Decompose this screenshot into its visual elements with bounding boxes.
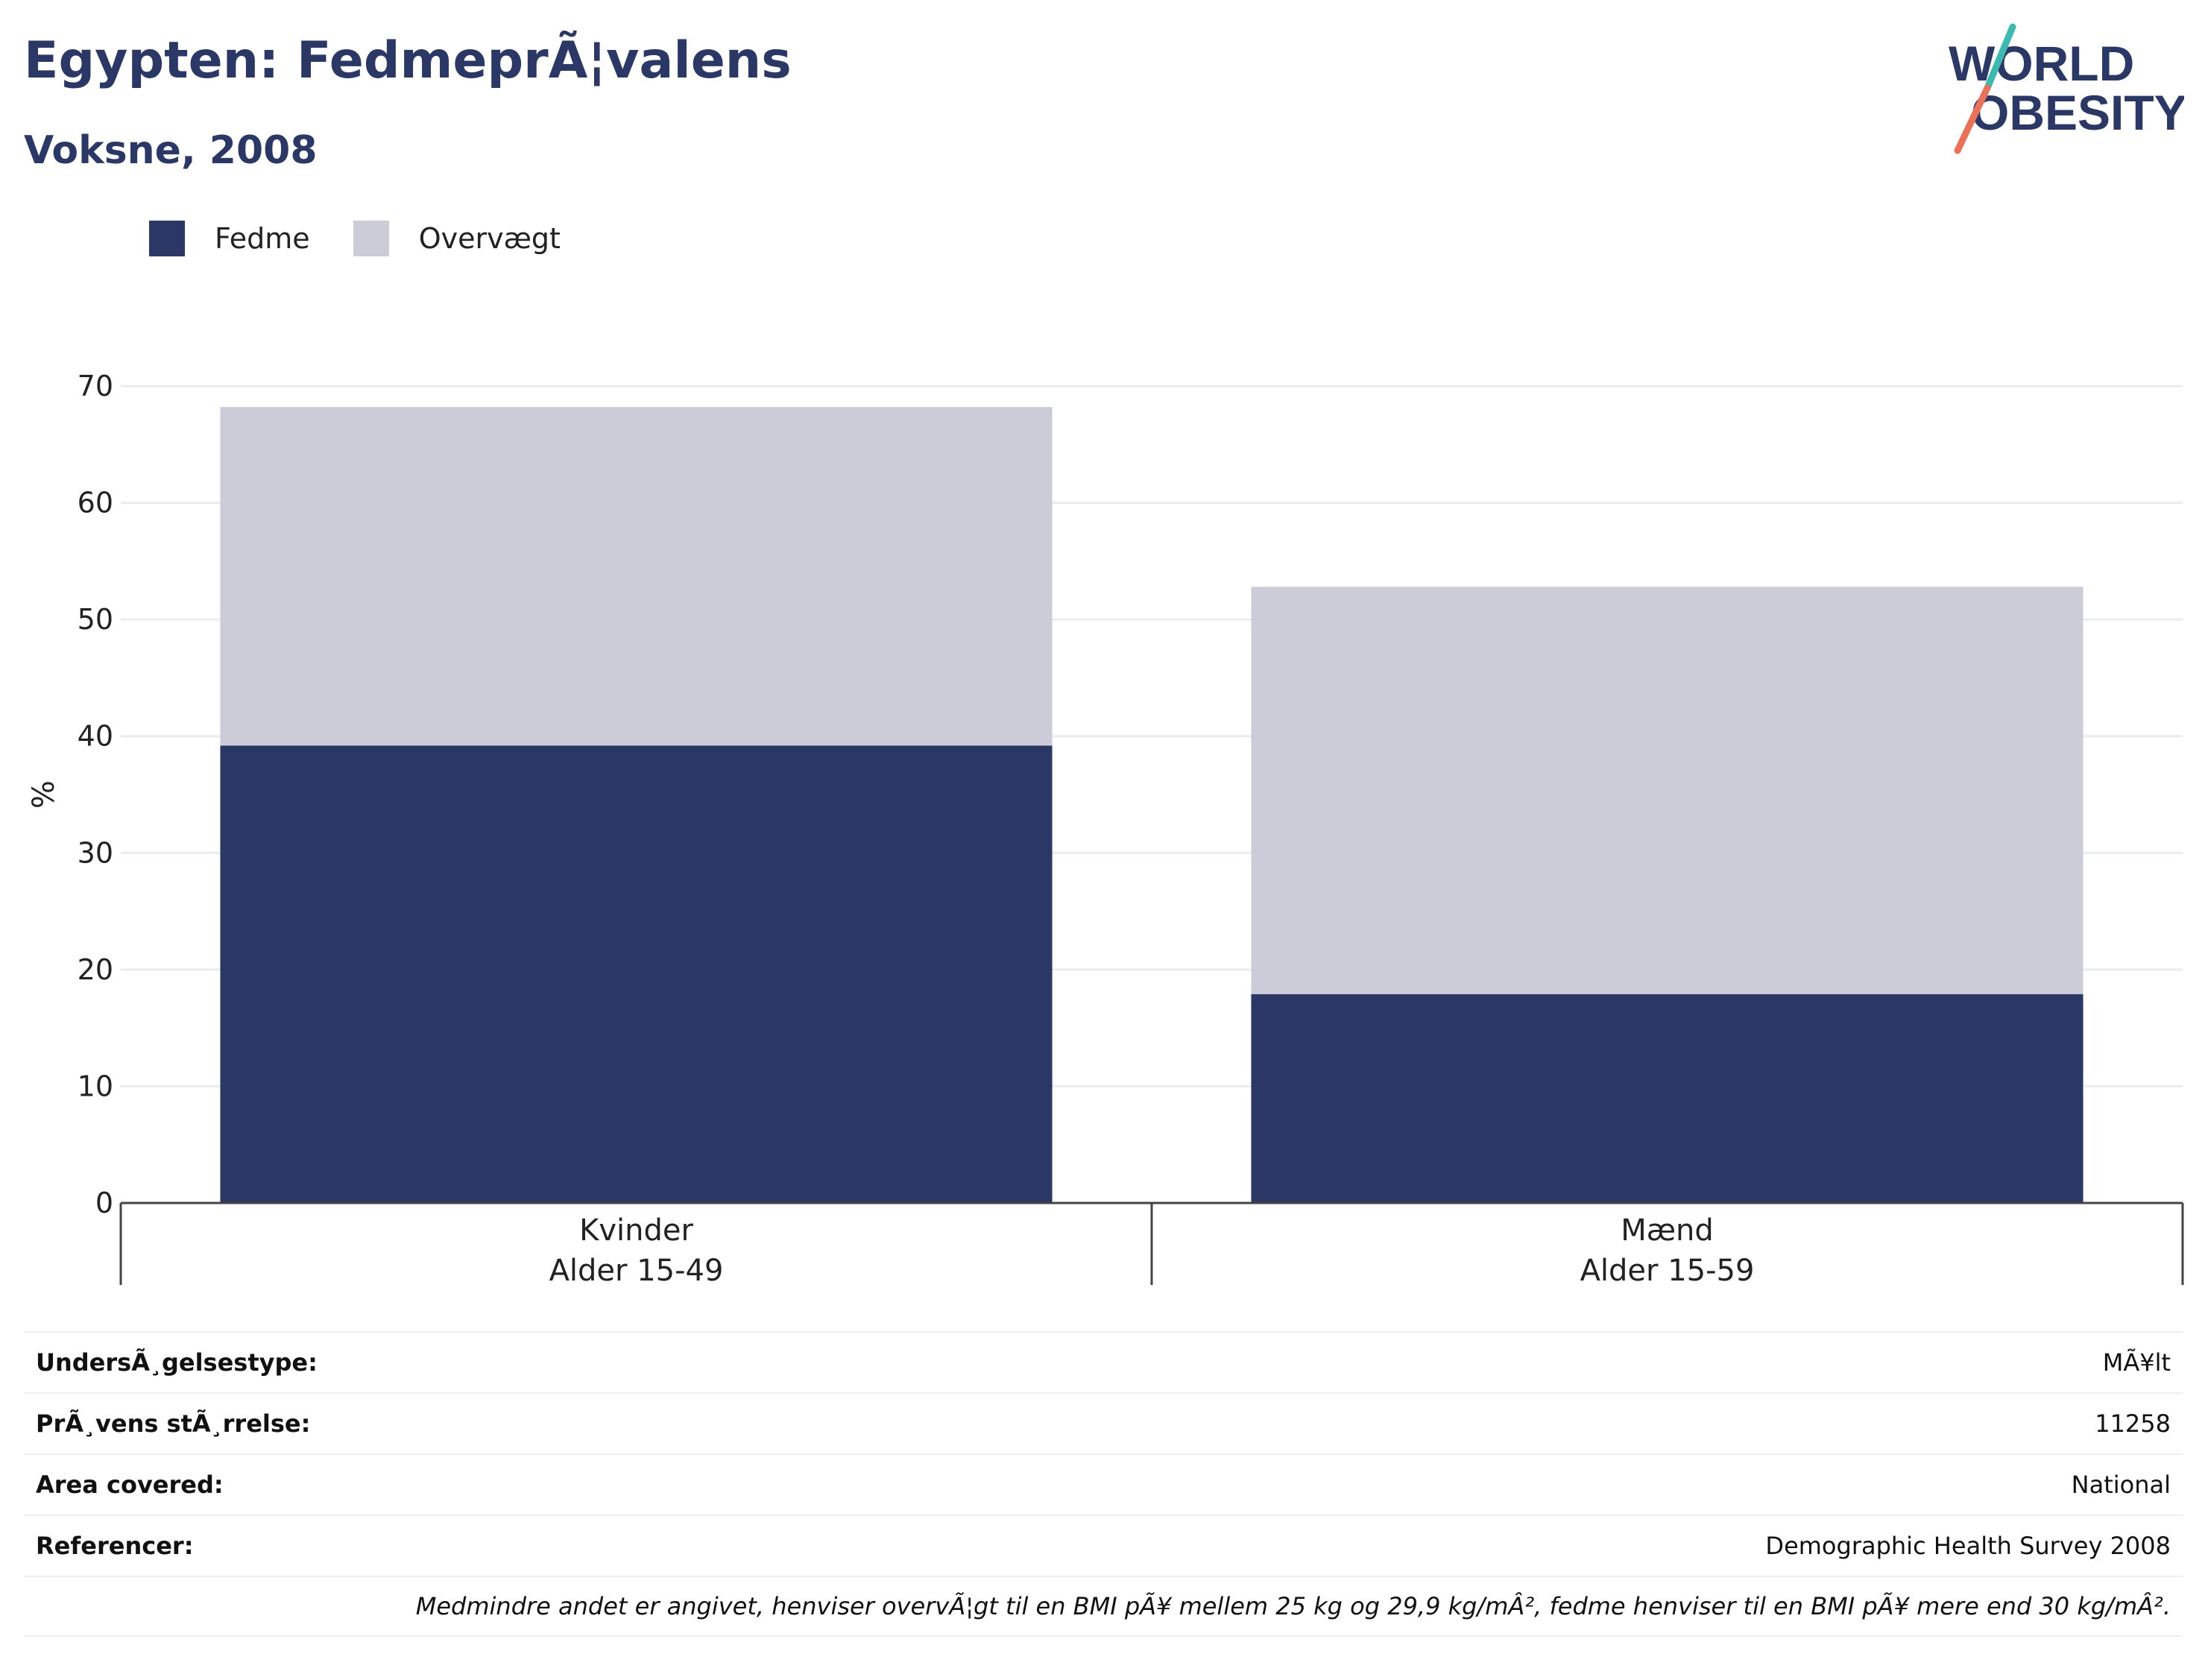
legend-item-fedme[interactable]: Fedme bbox=[149, 221, 310, 256]
info-label: Area covered: bbox=[36, 1471, 224, 1499]
y-tick-label: 20 bbox=[78, 953, 113, 986]
info-value: MÃ¥lt bbox=[2102, 1348, 2171, 1377]
legend-swatch-fedme bbox=[149, 221, 185, 256]
info-value: 11258 bbox=[2095, 1409, 2171, 1438]
stacked-bar-chart: 0 10 20 30 40 50 60 70% Kvinder Alder 15-49 Mænd Al… bbox=[27, 370, 2184, 1288]
legend-swatch-overvaegt bbox=[353, 221, 389, 256]
page-subtitle: Voksne, 2008 bbox=[24, 128, 318, 173]
y-tick-label: 50 bbox=[78, 603, 113, 636]
bar-fedme bbox=[1251, 994, 2083, 1203]
info-label: PrÃ¸vens stÃ¸rrelse: bbox=[36, 1409, 311, 1438]
info-row-area: Area covered: National bbox=[24, 1453, 2183, 1515]
x-category-sublabel: Alder 15-49 bbox=[549, 1254, 724, 1288]
y-tick-label: 40 bbox=[78, 720, 113, 753]
info-row-sample-size: PrÃ¸vens stÃ¸rrelse: 11258 bbox=[24, 1392, 2183, 1453]
y-tick-label: 70 bbox=[78, 370, 113, 402]
info-label: UndersÃ¸gelsestype: bbox=[36, 1348, 318, 1377]
bar-fedme bbox=[220, 745, 1053, 1203]
footnote-text: Medmindre andet er angivet, henviser ove… bbox=[415, 1592, 2171, 1620]
info-value: National bbox=[2071, 1471, 2171, 1499]
info-row-survey-type: UndersÃ¸gelsestype: MÃ¥lt bbox=[24, 1331, 2183, 1392]
y-tick-label: 0 bbox=[95, 1187, 113, 1219]
x-category-label: Mænd bbox=[1621, 1213, 1714, 1248]
page-title: Egypten: FedmeprÃ¦valens bbox=[24, 31, 792, 90]
y-tick-label: 30 bbox=[78, 836, 113, 869]
info-value: Demographic Health Survey 2008 bbox=[1765, 1532, 2171, 1560]
info-row-references: Referencer: Demographic Health Survey 20… bbox=[24, 1515, 2183, 1576]
x-category-sublabel: Alder 15-59 bbox=[1580, 1254, 1755, 1288]
info-table: UndersÃ¸gelsestype: MÃ¥lt PrÃ¸vens stÃ¸r… bbox=[24, 1331, 2183, 1637]
bar-overvaegt bbox=[220, 407, 1053, 746]
legend-label-fedme: Fedme bbox=[215, 222, 310, 255]
y-tick-label: 60 bbox=[78, 487, 113, 520]
logo-line2: OBESITY bbox=[1971, 85, 2184, 140]
chart-legend: Fedme Overvægt bbox=[149, 221, 604, 256]
y-tick-label: 10 bbox=[78, 1070, 113, 1102]
x-category-label: Kvinder bbox=[579, 1213, 693, 1248]
bar-overvaegt bbox=[1251, 587, 2083, 994]
info-label: Referencer: bbox=[36, 1532, 194, 1560]
legend-item-overvaegt[interactable]: Overvægt bbox=[353, 221, 561, 256]
logo-line1: WORLD bbox=[1949, 36, 2134, 91]
world-obesity-logo: WORLD OBESITY bbox=[1949, 23, 2184, 154]
y-axis-label: % bbox=[27, 780, 61, 809]
footnote: Medmindre andet er angivet, henviser ove… bbox=[24, 1576, 2183, 1637]
legend-label-overvaegt: Overvægt bbox=[418, 222, 561, 255]
